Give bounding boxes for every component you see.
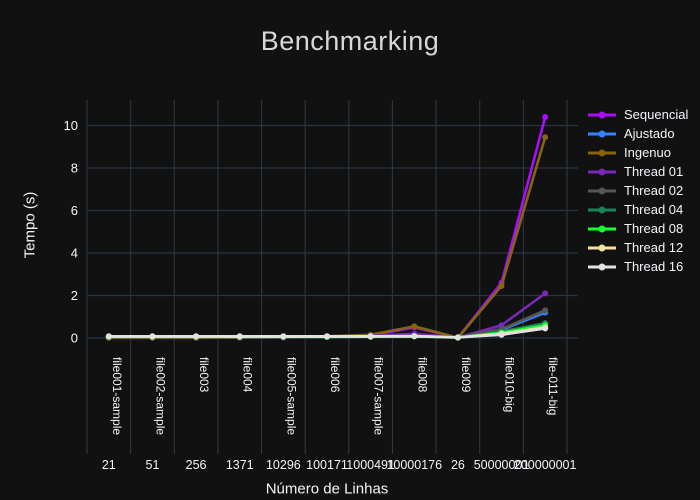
series-marker-thread-16 bbox=[280, 333, 287, 340]
legend-swatch-ingenuo bbox=[588, 149, 616, 156]
legend-item-thread-12[interactable]: Thread 12 bbox=[587, 238, 688, 257]
legend: Sequencial Ajustado Ingenuo Thread 01 Thread… bbox=[587, 105, 688, 276]
series-marker-ingenuo bbox=[411, 323, 418, 330]
series-marker-thread-16 bbox=[105, 333, 112, 340]
legend-label: Ajustado bbox=[624, 126, 675, 141]
x-tick-label: file-011-big bbox=[546, 357, 560, 415]
series-marker-thread-02 bbox=[542, 307, 549, 314]
legend-label: Thread 01 bbox=[624, 164, 684, 179]
series-marker-thread-16 bbox=[193, 333, 200, 340]
x-tick-count-label: 51 bbox=[146, 458, 160, 472]
legend-item-thread-04[interactable]: Thread 04 bbox=[587, 200, 688, 219]
series-marker-thread-16 bbox=[149, 333, 156, 340]
series-marker-sequencial bbox=[542, 114, 549, 120]
series-marker-thread-16 bbox=[324, 333, 330, 340]
series-marker-thread-16 bbox=[411, 333, 418, 340]
series-marker-ingenuo bbox=[542, 134, 549, 141]
legend-label: Thread 02 bbox=[624, 183, 684, 198]
legend-item-ingenuo[interactable]: Ingenuo bbox=[587, 143, 688, 162]
legend-swatch-thread-16 bbox=[588, 263, 616, 270]
x-tick-label: file006 bbox=[328, 357, 342, 393]
x-tick-label: file005-sample bbox=[284, 357, 298, 435]
x-tick-label: file004 bbox=[241, 357, 255, 393]
x-tick-count-label: 200000001 bbox=[514, 458, 577, 472]
chart-title: Benchmarking bbox=[260, 26, 440, 56]
y-tick-label: 6 bbox=[71, 203, 78, 218]
legend-item-thread-02[interactable]: Thread 02 bbox=[587, 181, 688, 200]
y-tick-label: 8 bbox=[71, 161, 78, 176]
y-tick-label: 2 bbox=[71, 288, 78, 303]
legend-label: Ingenuo bbox=[624, 145, 671, 160]
legend-swatch-thread-12 bbox=[588, 244, 616, 251]
x-tick-label: file003 bbox=[197, 357, 211, 393]
x-tick-count-label: 21 bbox=[102, 458, 116, 472]
legend-swatch-thread-02 bbox=[588, 187, 616, 194]
legend-item-thread-01[interactable]: Thread 01 bbox=[587, 162, 688, 181]
legend-item-ajustado[interactable]: Ajustado bbox=[587, 124, 688, 143]
legend-swatch-sequencial bbox=[588, 111, 616, 118]
legend-label: Sequencial bbox=[624, 107, 689, 122]
series-marker-thread-16 bbox=[236, 333, 243, 340]
x-tick-label: file001-sample bbox=[110, 357, 124, 435]
x-tick-label: file009 bbox=[459, 357, 473, 393]
x-tick-label: file002-sample bbox=[153, 357, 167, 435]
series-marker-thread-16 bbox=[498, 331, 505, 338]
y-axis-title: Tempo (s) bbox=[21, 191, 39, 259]
x-tick-label: file008 bbox=[415, 357, 429, 393]
legend-swatch-thread-04 bbox=[588, 206, 616, 213]
legend-item-thread-08[interactable]: Thread 08 bbox=[587, 219, 688, 238]
legend-swatch-ajustado bbox=[588, 130, 616, 137]
series-marker-thread-16 bbox=[454, 334, 461, 341]
x-tick-count-label: 1371 bbox=[226, 458, 254, 472]
x-tick-count-label: 10000176 bbox=[386, 458, 442, 472]
series-marker-thread-16 bbox=[367, 333, 374, 340]
legend-label: Thread 12 bbox=[624, 240, 684, 255]
y-tick-label: 4 bbox=[71, 246, 78, 261]
legend-swatch-thread-01 bbox=[588, 168, 616, 175]
legend-item-sequencial[interactable]: Sequencial bbox=[587, 105, 688, 124]
x-tick-label: file010-big bbox=[503, 357, 517, 412]
x-tick-count-label: 256 bbox=[186, 458, 207, 472]
x-axis-title: Número de Linhas bbox=[265, 480, 389, 498]
x-tick-count-label: 26 bbox=[451, 458, 465, 472]
legend-swatch-thread-08 bbox=[588, 225, 616, 232]
legend-label: Thread 08 bbox=[624, 221, 684, 236]
y-tick-label: 10 bbox=[64, 118, 78, 133]
legend-label: Thread 04 bbox=[624, 202, 684, 217]
x-tick-count-label: 10296 bbox=[266, 458, 301, 472]
legend-item-thread-16[interactable]: Thread 16 bbox=[587, 257, 688, 276]
x-tick-label: file007-sample bbox=[372, 357, 386, 435]
legend-label: Thread 16 bbox=[624, 259, 684, 274]
x-tick-count-label: 100171 bbox=[306, 458, 348, 472]
series-marker-ingenuo bbox=[498, 282, 505, 289]
x-tick-count-label: 50000001 bbox=[474, 458, 530, 472]
series-marker-thread-01 bbox=[542, 290, 549, 297]
y-tick-label: 0 bbox=[71, 331, 78, 346]
series-marker-thread-16 bbox=[542, 325, 549, 332]
x-tick-count-label: 1000491 bbox=[346, 458, 395, 472]
